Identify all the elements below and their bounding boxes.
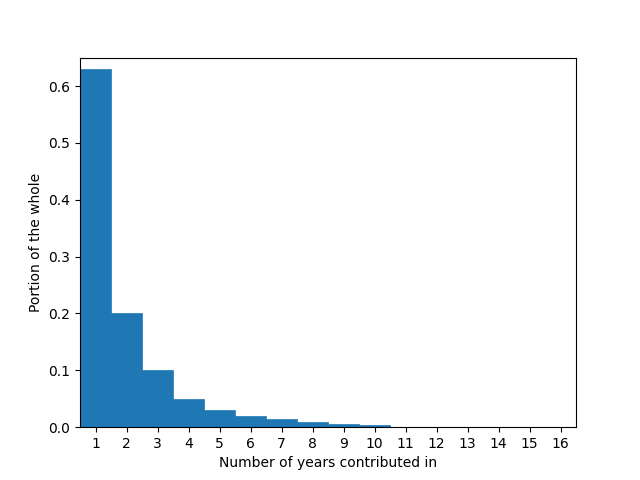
Bar bbox=[359, 425, 390, 427]
Bar bbox=[266, 419, 297, 427]
Bar bbox=[328, 424, 359, 427]
Bar bbox=[173, 399, 204, 427]
Bar bbox=[235, 416, 266, 427]
Bar bbox=[80, 69, 111, 427]
Bar bbox=[111, 313, 142, 427]
Bar bbox=[297, 421, 328, 427]
Bar bbox=[142, 371, 173, 427]
Bar bbox=[204, 410, 235, 427]
X-axis label: Number of years contributed in: Number of years contributed in bbox=[219, 456, 437, 470]
Y-axis label: Portion of the whole: Portion of the whole bbox=[29, 173, 43, 312]
